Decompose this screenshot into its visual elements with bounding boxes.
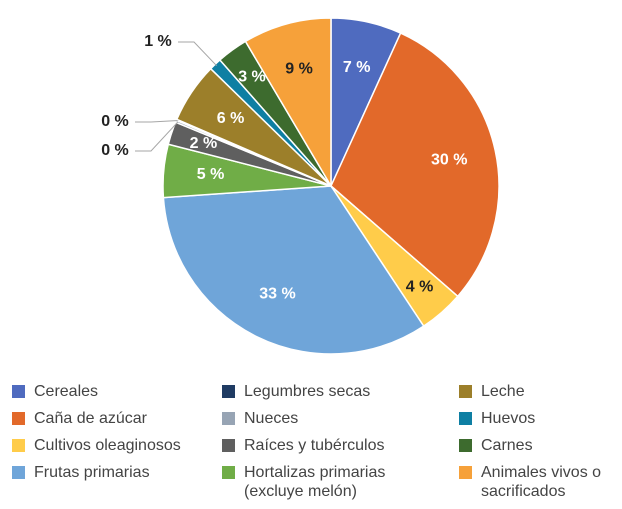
- leader-line: [178, 41, 217, 67]
- legend-item: Nueces: [222, 409, 442, 428]
- legend-item: Legumbres secas: [222, 382, 442, 401]
- data-label: 30 %: [431, 152, 467, 169]
- legend-item: Hortalizas primarias (excluye melón): [222, 463, 442, 501]
- legend-item: Huevos: [459, 409, 609, 428]
- legend-item: Frutas primarias: [12, 463, 212, 482]
- legend-swatch: [459, 412, 472, 425]
- legend-swatch: [12, 412, 25, 425]
- legend-swatch: [459, 385, 472, 398]
- legend-label: Frutas primarias: [34, 464, 150, 481]
- legend-swatch: [12, 385, 25, 398]
- legend-label: Carnes: [481, 437, 533, 454]
- legend-item: Raíces y tubérculos: [222, 436, 442, 455]
- leader-line: [135, 121, 179, 152]
- legend-label: Raíces y tubérculos: [244, 437, 385, 454]
- data-label: 2 %: [190, 135, 218, 152]
- legend-swatch: [222, 466, 235, 479]
- leader-line: [135, 120, 179, 123]
- data-label: 1 %: [144, 33, 172, 50]
- data-label: 6 %: [217, 110, 245, 127]
- data-label: 0 %: [101, 113, 129, 130]
- legend-item: Cereales: [12, 382, 212, 401]
- legend-label: Huevos: [481, 410, 536, 427]
- legend-swatch: [12, 466, 25, 479]
- data-label: 9 %: [285, 61, 313, 78]
- legend-swatch: [222, 385, 235, 398]
- data-label: 0 %: [101, 142, 129, 159]
- data-label: 3 %: [238, 68, 266, 85]
- legend-item: Caña de azúcar: [12, 409, 212, 428]
- legend-swatch: [222, 412, 235, 425]
- legend-label: Nueces: [244, 410, 299, 427]
- legend-label: Animales vivos o sacrificados: [481, 464, 602, 500]
- data-label: 5 %: [197, 166, 225, 183]
- data-label: 4 %: [406, 278, 434, 295]
- pie-slice: [162, 185, 425, 355]
- legend-item: Animales vivos o sacrificados: [459, 463, 609, 501]
- pie-area: 7 % 30 % 4 % 33 % 5 % 2 % 0 % 0 % 6 % 1 % 3 % 9 %: [101, 17, 500, 355]
- legend-label: Cereales: [34, 383, 99, 400]
- legend-item: Carnes: [459, 436, 609, 455]
- legend-item: Cultivos oleaginosos: [12, 436, 212, 455]
- legend-label: Leche: [481, 383, 525, 400]
- legend-swatch: [459, 439, 472, 452]
- data-label: 7 %: [343, 59, 371, 76]
- legend-label: Cultivos oleaginosos: [34, 437, 181, 454]
- legend-swatch: [222, 439, 235, 452]
- legend-swatch: [459, 466, 472, 479]
- legend-label: Legumbres secas: [244, 383, 371, 400]
- data-label: 33 %: [259, 286, 295, 303]
- pie-slice: [330, 32, 500, 298]
- pie-slice: [244, 17, 332, 189]
- legend-label: Hortalizas primarias (excluye melón): [244, 464, 386, 500]
- legend-label: Caña de azúcar: [34, 410, 147, 427]
- legend-item: Leche: [459, 382, 609, 401]
- legend-swatch: [12, 439, 25, 452]
